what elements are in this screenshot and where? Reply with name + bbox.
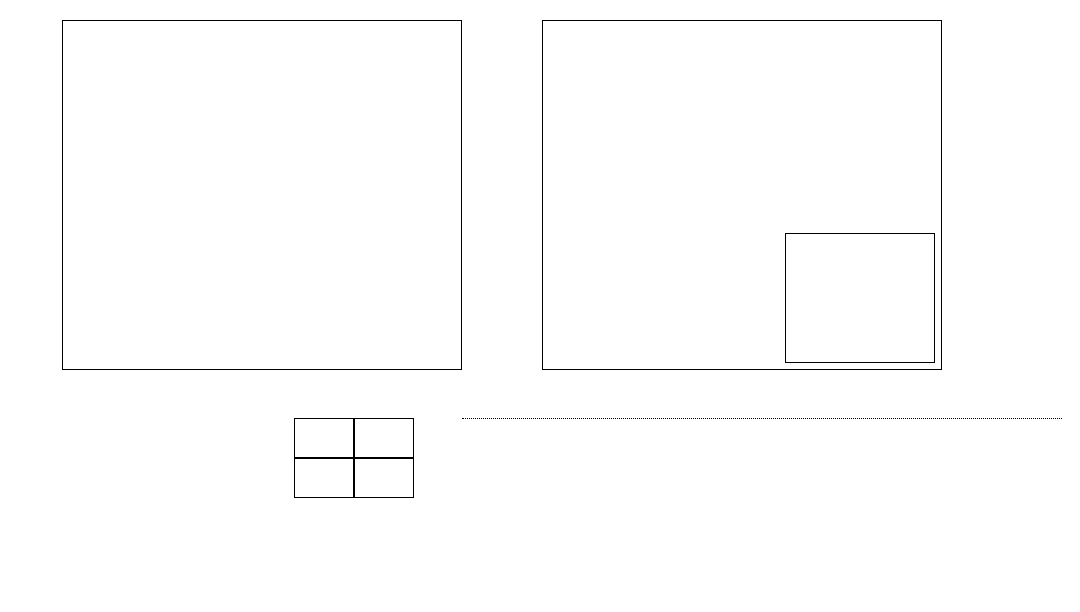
right-map	[542, 20, 942, 370]
ct-00	[294, 418, 354, 458]
ct-10	[294, 458, 354, 498]
ct-11	[354, 458, 414, 498]
left-map	[62, 20, 462, 370]
ct-row-title	[260, 418, 264, 498]
ct-01	[354, 418, 414, 458]
scatter-inset	[785, 233, 935, 363]
